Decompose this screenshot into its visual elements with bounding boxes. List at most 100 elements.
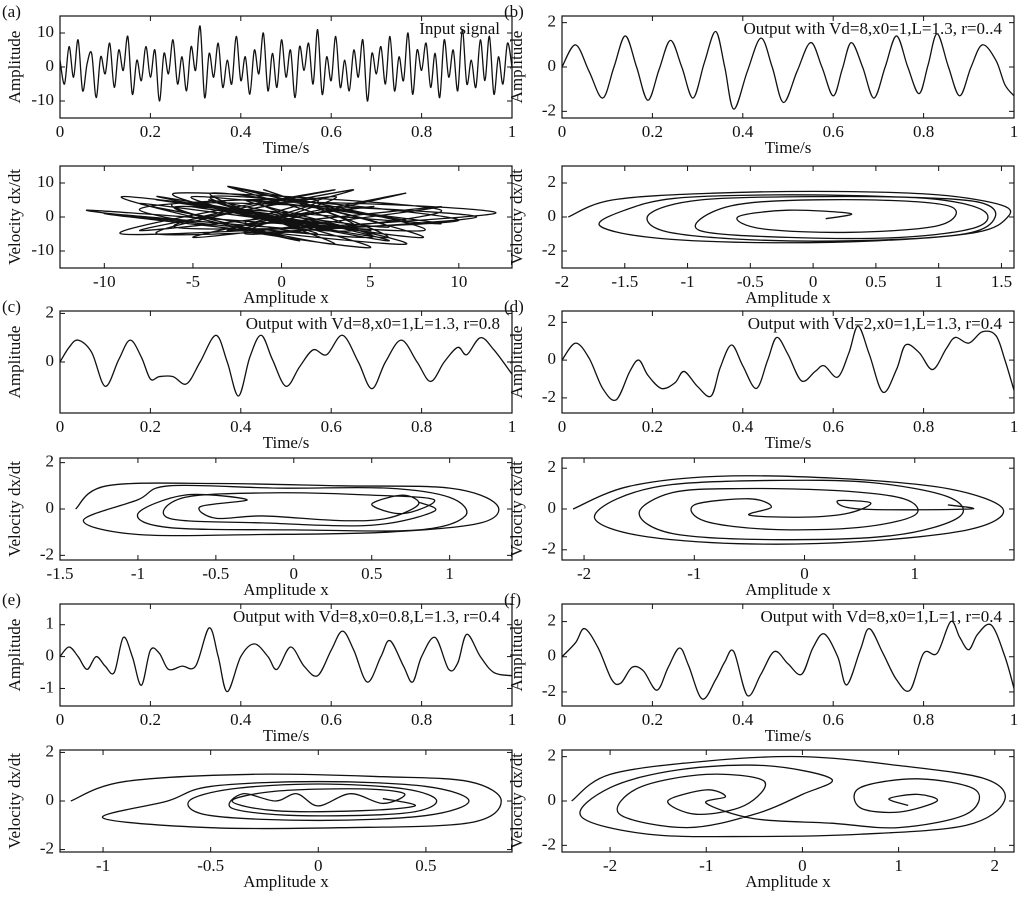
y-tick-label: -1 xyxy=(40,677,54,696)
y-tick-label: 0 xyxy=(46,790,55,809)
panel-label: (e) xyxy=(2,590,21,609)
x-tick-label: 0.5 xyxy=(361,564,382,583)
x-tick-label: 2 xyxy=(991,856,1000,875)
x-tick-label: 1 xyxy=(934,272,943,291)
x-tick-label: -0.5 xyxy=(197,856,224,875)
data-layer xyxy=(571,755,1006,838)
y-tick-label: -2 xyxy=(40,838,54,857)
annotation: Input signal xyxy=(419,19,500,38)
axes-frame xyxy=(561,165,1015,269)
y-axis-label: Amplitude xyxy=(5,619,24,692)
y-axis-label: Velocity dx/dt xyxy=(5,169,24,265)
x-axis-label: Amplitude x xyxy=(745,288,831,307)
subplot: -1.5 -1 -0.5 0 0.5 1 -2 0 2 Amplitude x Velocity d… xyxy=(5,452,513,599)
x-tick-label: 0 xyxy=(558,122,567,141)
x-tick-label: 0.8 xyxy=(913,122,934,141)
axes-frame xyxy=(59,457,513,561)
x-tick-label: 0 xyxy=(558,710,567,729)
y-tick-label: 0 xyxy=(46,351,55,370)
y-tick-label: 0 xyxy=(548,349,557,368)
x-tick-label: -1 xyxy=(699,856,713,875)
data-layer xyxy=(562,620,1014,700)
x-tick-label: 0.8 xyxy=(913,417,934,436)
x-tick-label: 0.4 xyxy=(230,122,252,141)
x-tick-label: 0.6 xyxy=(321,122,342,141)
x-tick-label: -5 xyxy=(186,272,200,291)
y-tick-label: -2 xyxy=(542,539,556,558)
x-tick-label: 1 xyxy=(1010,122,1019,141)
x-tick-label: 5 xyxy=(366,272,375,291)
x-tick-label: -2 xyxy=(555,272,569,291)
x-axis-label: Amplitude x xyxy=(745,580,831,599)
data-layer xyxy=(572,475,1005,545)
x-tick-label: 0 xyxy=(277,272,286,291)
y-tick-label: 10 xyxy=(37,22,54,41)
x-tick-label: 0.6 xyxy=(823,122,844,141)
x-tick-label: 1.5 xyxy=(991,272,1012,291)
x-tick-label: 0.4 xyxy=(732,122,754,141)
data-line xyxy=(60,334,512,397)
x-tick-label: 0 xyxy=(314,856,323,875)
x-axis-label: Time/s xyxy=(765,138,812,157)
x-tick-label: 1 xyxy=(508,122,517,141)
data-layer xyxy=(85,185,497,249)
x-tick-label: 1 xyxy=(1010,417,1019,436)
y-tick-label: -2 xyxy=(40,544,54,563)
data-line xyxy=(571,755,1006,838)
data-layer xyxy=(568,190,1012,244)
y-axis-label: Velocity dx/dt xyxy=(507,461,526,557)
x-tick-label: 0 xyxy=(56,710,65,729)
axes-frame xyxy=(561,603,1015,707)
y-tick-label: -2 xyxy=(542,240,556,259)
x-tick-label: -1 xyxy=(680,272,694,291)
x-tick-label: 1 xyxy=(445,564,454,583)
data-line xyxy=(562,30,1014,110)
x-tick-label: 0.2 xyxy=(642,710,663,729)
x-axis-label: Time/s xyxy=(263,726,310,745)
x-tick-label: 0.4 xyxy=(230,417,252,436)
y-tick-label: -10 xyxy=(31,240,54,259)
panel-label: (a) xyxy=(2,2,21,21)
x-tick-label: 0.8 xyxy=(913,710,934,729)
data-layer xyxy=(562,325,1014,402)
x-tick-label: 0.6 xyxy=(321,417,342,436)
y-tick-label: 0 xyxy=(548,498,557,517)
x-tick-label: 0.8 xyxy=(411,710,432,729)
x-tick-label: -2 xyxy=(577,564,591,583)
y-tick-label: -2 xyxy=(542,387,556,406)
data-line xyxy=(562,620,1014,700)
subplot: -2 -1.5 -1 -0.5 0 0.5 1 1.5 -2 0 2 Amplitude x Veloc… xyxy=(507,165,1015,307)
y-tick-label: 0 xyxy=(548,206,557,225)
y-tick-label: -2 xyxy=(542,681,556,700)
x-axis-label: Time/s xyxy=(765,433,812,452)
x-tick-label: 1 xyxy=(911,564,920,583)
x-tick-label: -2 xyxy=(603,856,617,875)
x-tick-label: 0 xyxy=(809,272,818,291)
annotation: Output with Vd=8,x0=1,L=1.3, r=0.8 xyxy=(246,314,500,333)
data-line xyxy=(60,627,512,693)
y-axis-label: Amplitude xyxy=(507,619,526,692)
x-tick-label: -1 xyxy=(131,564,145,583)
x-tick-label: 0.2 xyxy=(140,710,161,729)
panel-label: (b) xyxy=(504,2,524,21)
y-tick-label: 2 xyxy=(548,12,557,31)
annotation: Output with Vd=8,x0=1,L=1.3, r=0..4 xyxy=(743,19,1002,38)
subplot: -10 -5 0 5 10 -10 0 10 Amplitude x Velocity dx/dt xyxy=(5,165,513,307)
axes-frame xyxy=(59,603,513,707)
y-tick-label: -2 xyxy=(542,834,556,853)
annotation: Output with Vd=8,x0=1,L=1, r=0.4 xyxy=(760,607,1002,626)
x-tick-label: 0.5 xyxy=(865,272,886,291)
y-tick-label: 0 xyxy=(46,56,55,75)
y-tick-label: 2 xyxy=(46,452,55,471)
annotation: Output with Vd=2,x0=1,L=1.3, r=0.4 xyxy=(748,314,1003,333)
y-tick-label: 0 xyxy=(548,790,557,809)
y-axis-label: Velocity dx/dt xyxy=(507,753,526,849)
y-tick-label: 0 xyxy=(548,646,557,665)
panel-label: (d) xyxy=(504,297,524,316)
x-tick-label: 0.2 xyxy=(140,122,161,141)
x-tick-label: 1 xyxy=(894,856,903,875)
x-tick-label: 0.6 xyxy=(823,417,844,436)
y-axis-label: Amplitude xyxy=(507,326,526,399)
x-tick-label: 0 xyxy=(558,417,567,436)
